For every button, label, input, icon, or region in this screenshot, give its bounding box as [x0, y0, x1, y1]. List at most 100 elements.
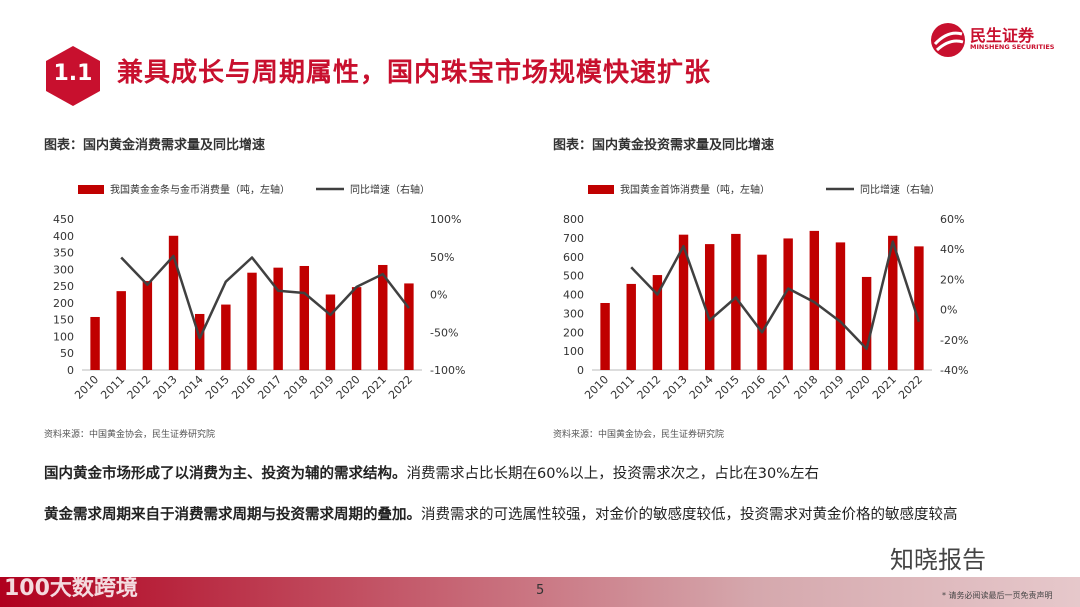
bar	[378, 264, 388, 370]
bar	[731, 233, 741, 370]
watermark-left: 100大数跨境	[4, 576, 138, 601]
x-tick-label: 2014	[687, 373, 716, 402]
x-tick-label: 2012	[635, 373, 664, 402]
bar	[247, 272, 257, 370]
x-tick-label: 2012	[125, 373, 154, 402]
y-left-tick-label: 0	[577, 364, 584, 377]
x-tick-label: 2013	[661, 373, 690, 402]
y-left-tick-label: 450	[53, 213, 74, 226]
y-left-tick-label: 100	[563, 345, 584, 358]
bar	[626, 283, 636, 370]
chart-1-caption: 图表：国内黄金消费需求量及同比增速	[44, 138, 266, 153]
chart-consumption: 我国黄金金条与金币消费量（吨，左轴） 同比增速（右轴） 0 50 100 150 200 25…	[53, 183, 465, 402]
bar	[142, 281, 153, 370]
y-left-tick-label: 300	[53, 263, 74, 276]
x-tick-label: 2017	[255, 373, 284, 402]
y-right-tick-label: 40%	[940, 243, 964, 256]
x-tick-label: 2019	[308, 373, 337, 402]
legend-bar-swatch	[78, 185, 104, 194]
bar	[194, 313, 205, 370]
y-right-tick-label: -50%	[430, 326, 458, 339]
y-right-tick-label: -40%	[940, 364, 968, 377]
y-right-tick-label: -20%	[940, 334, 968, 347]
bar	[888, 235, 898, 370]
bar	[757, 254, 767, 370]
y-right-tick-label: 50%	[430, 251, 454, 264]
x-tick-label: 2020	[334, 373, 363, 402]
x-tick-label: 2015	[713, 373, 742, 402]
bar	[299, 265, 310, 370]
y-left-tick-label: 200	[53, 297, 74, 310]
legend-bar-swatch	[588, 185, 614, 194]
paragraph-1-bold: 国内黄金市场形成了以消费为主、投资为辅的需求结构。	[44, 466, 407, 482]
x-tick-label: 2016	[229, 373, 258, 402]
paragraph-2-text: 消费需求的可选属性较强，对金价的敏感度较低，投资需求对黄金价格的敏感度较高	[421, 507, 958, 523]
page-title: 兼具成长与周期属性，国内珠宝市场规模快速扩张	[117, 58, 712, 88]
growth-line	[120, 254, 410, 340]
paragraph-1: 国内黄金市场形成了以消费为主、投资为辅的需求结构。消费需求占比长期在60%以上，…	[44, 462, 1044, 487]
disclaimer: * 请务必阅读最后一页免责声明	[942, 591, 1053, 600]
bar	[116, 291, 126, 370]
x-tick-label: 2021	[870, 373, 899, 402]
x-tick-label: 2022	[386, 373, 415, 402]
chart-2-source: 资料来源：中国黄金协会，民生证券研究院	[553, 430, 725, 440]
y-left-tick-label: 400	[53, 230, 74, 243]
y-left-tick-label: 150	[53, 314, 74, 327]
x-tick-label: 2015	[203, 373, 232, 402]
x-tick-label: 2011	[98, 373, 127, 402]
y-left-tick-label: 250	[53, 280, 74, 293]
x-tick-label: 2021	[360, 373, 389, 402]
growth-line	[630, 240, 921, 351]
y-right-tick-label: 60%	[940, 213, 964, 226]
legend-line-label: 同比增速（右轴）	[350, 183, 430, 196]
legend-bar-label: 我国黄金首饰消费量（吨，左轴）	[620, 183, 770, 196]
bar	[809, 230, 820, 370]
watermark-right: 知晓报告	[890, 546, 986, 574]
chart-1-source: 资料来源：中国黄金协会，民生证券研究院	[44, 430, 216, 440]
brand-logo-icon	[931, 23, 965, 57]
x-tick-label: 2022	[896, 373, 925, 402]
y-left-tick-label: 350	[53, 247, 74, 260]
bar	[678, 234, 689, 370]
brand-name-cn: 民生证券	[970, 26, 1035, 45]
y-left-tick-label: 200	[563, 326, 584, 339]
legend-line-label: 同比增速（右轴）	[860, 183, 940, 196]
x-tick-label: 2010	[72, 373, 101, 402]
x-tick-label: 2016	[739, 373, 768, 402]
y-right-tick-label: 100%	[430, 213, 461, 226]
page-number: 5	[536, 583, 545, 598]
y-left-tick-label: 700	[563, 232, 584, 245]
x-tick-label: 2018	[281, 373, 310, 402]
x-tick-label: 2010	[582, 373, 611, 402]
chart-2-caption: 图表：国内黄金投资需求量及同比增速	[553, 138, 775, 153]
y-left-tick-label: 800	[563, 213, 584, 226]
y-left-tick-label: 0	[67, 364, 74, 377]
y-left-tick-label: 600	[563, 251, 584, 264]
bar	[273, 267, 283, 370]
bar	[835, 242, 846, 370]
bar	[90, 316, 100, 370]
bar	[914, 246, 924, 370]
paragraph-2: 黄金需求周期来自于消费需求周期与投资需求周期的叠加。消费需求的可选属性较强，对金…	[44, 503, 1044, 528]
chart-investment: 我国黄金首饰消费量（吨，左轴） 同比增速（右轴） 0 100 200 300 400 500 6…	[563, 183, 968, 402]
legend-bar-label: 我国黄金金条与金币消费量（吨，左轴）	[110, 183, 290, 196]
y-right-tick-label: 0%	[940, 304, 957, 317]
y-left-tick-label: 400	[563, 289, 584, 302]
x-tick-label: 2019	[818, 373, 847, 402]
bar	[600, 302, 610, 370]
x-tick-label: 2013	[151, 373, 180, 402]
bar	[325, 294, 336, 370]
x-tick-label: 2018	[791, 373, 820, 402]
bar	[783, 238, 793, 370]
bar	[351, 287, 362, 370]
section-number: 1.1	[53, 61, 93, 86]
bar	[404, 283, 414, 370]
x-tick-label: 2014	[177, 373, 206, 402]
footer-bar	[0, 577, 1080, 607]
x-tick-label: 2020	[844, 373, 873, 402]
bar	[861, 276, 872, 370]
x-tick-label: 2011	[608, 373, 637, 402]
paragraph-1-text: 消费需求占比长期在60%以上，投资需求次之，占比在30%左右	[406, 466, 819, 482]
y-left-tick-label: 50	[60, 347, 74, 360]
bar	[168, 235, 179, 370]
